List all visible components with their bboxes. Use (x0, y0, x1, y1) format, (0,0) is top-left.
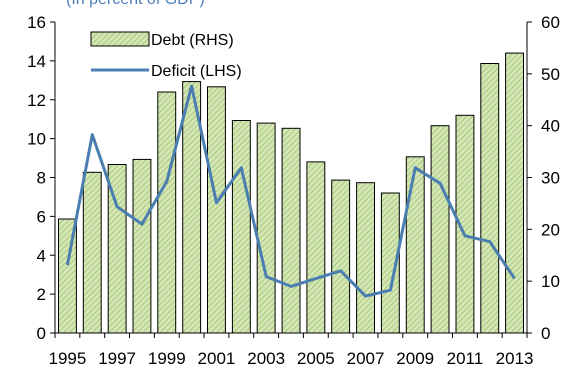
x-tick-label-2009: 2009 (396, 349, 434, 368)
deficit-line (65, 84, 516, 298)
deficit-line-layer (65, 84, 516, 298)
debt-bar-2004 (281, 127, 301, 334)
left-tick-label: 10 (27, 130, 46, 149)
left-tick-label: 6 (37, 207, 46, 226)
legend-deficit-label: Deficit (LHS) (151, 63, 242, 80)
left-axis-ticks: 0 2 4 6 8 10 12 14 16 (27, 13, 55, 343)
left-tick-label: 4 (37, 246, 46, 265)
x-tick-label-2011: 2011 (447, 349, 484, 368)
right-tick-label: 30 (541, 169, 560, 188)
debt-bar-1999 (157, 91, 177, 334)
x-tick-label-2001: 2001 (198, 349, 236, 368)
debt-bar-1998 (132, 158, 152, 334)
x-tick-label-1997: 1997 (98, 349, 136, 368)
right-tick-label: 0 (541, 324, 550, 343)
debt-bar-2005 (306, 161, 326, 334)
legend: Debt (RHS) Deficit (LHS) (90, 31, 242, 80)
right-tick-label: 10 (541, 272, 560, 291)
right-tick-label: 40 (541, 117, 560, 136)
x-tick-label-1999: 1999 (148, 349, 186, 368)
x-tick-label-2007: 2007 (347, 349, 385, 368)
debt-bar-1996 (82, 171, 102, 334)
x-tick-label-2003: 2003 (247, 349, 285, 368)
debt-bar-2003 (256, 122, 276, 334)
debt-bar-2007 (356, 182, 376, 334)
right-tick-label: 60 (541, 13, 560, 32)
debt-bar-2002 (231, 120, 251, 334)
debt-bar-2001 (207, 86, 226, 334)
debt-bars (58, 52, 525, 334)
x-tick-label-1995: 1995 (49, 349, 87, 368)
debt-bar-2012 (480, 63, 500, 334)
right-tick-label: 20 (541, 220, 560, 239)
chart-subtitle: (In percent of GDP) (66, 0, 205, 8)
right-tick-label: 50 (541, 65, 560, 84)
left-tick-label: 12 (27, 91, 46, 110)
left-tick-label: 16 (27, 13, 46, 32)
debt-bar-2009 (405, 156, 425, 334)
debt-bar-2010 (430, 125, 450, 334)
x-tick-label-2005: 2005 (297, 349, 335, 368)
legend-debt-label: Debt (RHS) (151, 32, 234, 49)
x-tick-label-2013: 2013 (496, 349, 534, 368)
right-axis-ticks: 0 10 20 30 40 50 60 (527, 13, 560, 343)
left-tick-label: 8 (37, 169, 46, 188)
legend-debt-swatch (90, 31, 150, 47)
left-tick-label: 0 (37, 324, 46, 343)
left-tick-label: 14 (27, 52, 46, 71)
x-axis-ticks: 1995 1997 1999 2001 2003 2005 2007 2009 2011 2013 (49, 333, 534, 368)
debt-bar-2013 (505, 52, 525, 334)
debt-bar-2006 (331, 179, 351, 334)
left-tick-label: 2 (37, 285, 46, 304)
